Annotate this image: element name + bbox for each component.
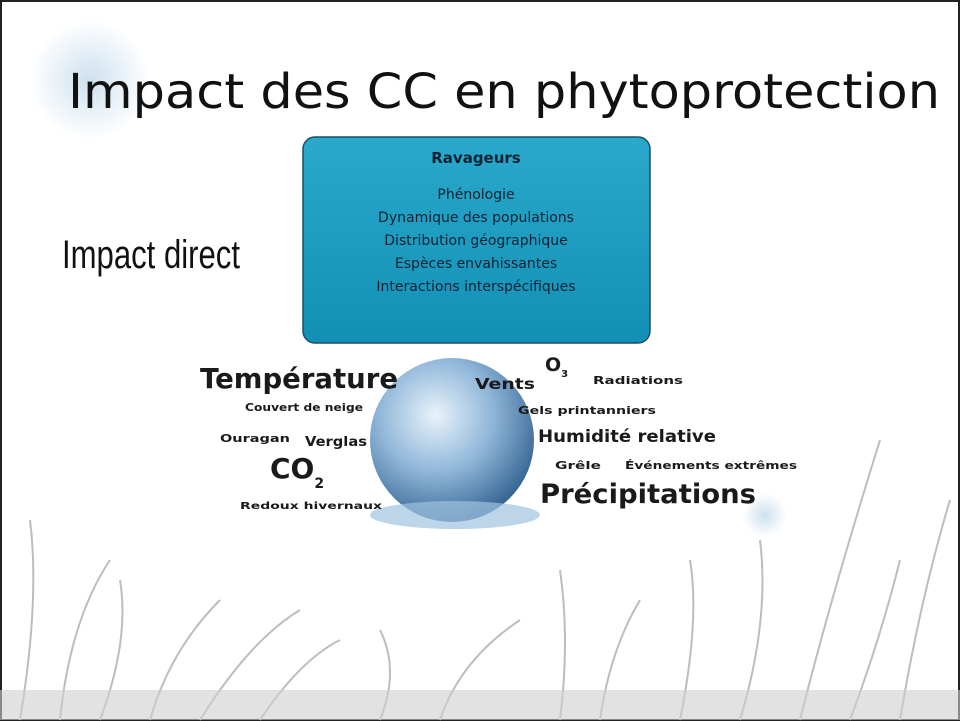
decoration [743, 493, 787, 537]
factor: Gels printanniers [518, 404, 657, 417]
box-item: Interactions interspécifiques [376, 279, 575, 295]
box-item: Espèces envahissantes [395, 256, 557, 272]
box-heading: Ravageurs [431, 149, 521, 167]
factor: Couvert de neige [245, 401, 363, 414]
factor-base: CO [270, 452, 314, 485]
factor: Radiations [593, 374, 684, 387]
factor: CO2 [270, 452, 324, 492]
impact-label: Impact direct [62, 233, 240, 277]
factor: Température [200, 362, 398, 395]
factor: Précipitations [540, 479, 756, 510]
factor: Redoux hivernaux [240, 501, 383, 512]
globe [370, 358, 534, 522]
factor: O3 [545, 354, 568, 380]
slide-title: Impact des CC en phytoprotection [68, 64, 940, 120]
factor-base: O [545, 354, 561, 376]
decoration [30, 20, 150, 140]
box-item: Dynamique des populations [378, 210, 574, 226]
box-item: Phénologie [437, 187, 514, 203]
factor: Vents [475, 375, 535, 393]
factor: Grêle [555, 459, 601, 472]
box-item: Distribution géographique [384, 233, 567, 249]
factor: Événements extrêmes [625, 459, 798, 472]
factor: Humidité relative [538, 427, 716, 447]
factor-sub: 3 [561, 369, 568, 380]
factor-sub: 2 [314, 476, 324, 492]
globe-puddle [370, 501, 540, 529]
grass-base [0, 690, 960, 720]
factor: Ouragan [220, 432, 290, 445]
pest-box [302, 136, 651, 344]
factor: Verglas [305, 435, 367, 450]
